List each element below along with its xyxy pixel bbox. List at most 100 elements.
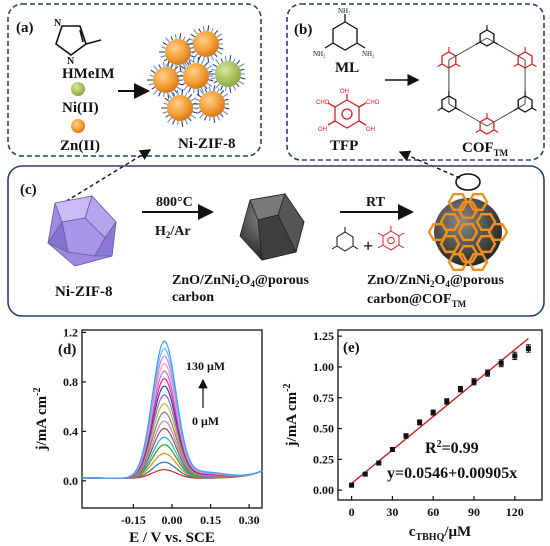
panel-e-chart: (e) R2=0.99 y=0.0546+0.00905x 0.00 0.25 0.… xyxy=(282,329,543,543)
cof-branch xyxy=(531,63,537,67)
panel-d-annotation-bottom: 0 μM xyxy=(192,414,219,428)
panel-e-xtick-label: 60 xyxy=(427,505,439,519)
linker-strand xyxy=(197,57,200,64)
linker-strand xyxy=(207,25,210,32)
panel-e-ylabel: j/mA cm-2 xyxy=(282,384,300,448)
hmeim-n-bottom: N xyxy=(67,56,75,67)
linker-strand xyxy=(204,115,208,121)
linker-strand xyxy=(179,70,184,73)
panel-c-label: (c) xyxy=(20,182,37,198)
linker-strand xyxy=(200,60,204,65)
panel-d-xtick-label: 0.30 xyxy=(239,513,260,527)
linker-strand xyxy=(188,94,193,99)
linker-strand xyxy=(188,87,192,93)
zn-sphere xyxy=(71,119,85,133)
ml-nh2-right: NH₂ xyxy=(362,50,375,58)
mid-label-line1: ZnO/ZnNi2O4@porous xyxy=(172,273,309,289)
panel-d-xtick-label: 0.00 xyxy=(162,513,183,527)
linker-strand xyxy=(193,88,195,93)
linker-strand xyxy=(180,65,186,70)
cof-bond xyxy=(486,103,526,127)
cof-shell-cell xyxy=(467,252,489,271)
linker-strand xyxy=(186,38,191,43)
data-point xyxy=(403,433,409,439)
ml-nh2-top: NH₂ xyxy=(338,7,351,15)
cof-node xyxy=(479,117,495,135)
tfp-oh-top: OH xyxy=(340,89,349,95)
panel-e-xlabel: cTBHQ/μM xyxy=(409,524,471,543)
linker-strand xyxy=(150,69,156,74)
linker-strand xyxy=(229,86,232,93)
linker-strand xyxy=(216,88,220,93)
ml-nh2-left: NH₂ xyxy=(313,50,326,58)
linker-strand xyxy=(238,63,245,68)
linker-strand xyxy=(188,60,192,65)
linker-strand xyxy=(158,91,162,97)
linker-strand xyxy=(160,55,166,58)
linker-strand xyxy=(191,50,196,54)
linker-strand xyxy=(208,79,214,82)
linker-strand xyxy=(193,29,198,35)
tfp-cho-left: CHO xyxy=(316,100,330,106)
plus-sign: + xyxy=(363,236,373,256)
hmeim-label: HMeIM xyxy=(62,66,114,82)
panel-e-xtick-label: 0 xyxy=(349,505,355,519)
tfp-oh-right: OH xyxy=(366,127,375,133)
linker-strand xyxy=(170,91,174,97)
panel-d-ytick-label: 0.8 xyxy=(63,375,78,389)
linker-strand xyxy=(176,90,179,96)
cof-branch xyxy=(437,63,443,67)
cof-bond xyxy=(486,37,526,61)
cof-shell-cell xyxy=(487,222,509,242)
panel-a-label: (a) xyxy=(16,20,34,36)
linker-strand xyxy=(172,92,176,97)
zn-node xyxy=(193,31,219,57)
linker-strand xyxy=(213,116,216,123)
rt-label: RT xyxy=(366,195,386,210)
small-tfp xyxy=(377,226,405,251)
linker-strand xyxy=(158,64,162,69)
panel-e-ytick-label: 0.25 xyxy=(313,452,334,466)
linker-strand xyxy=(238,80,245,85)
cof-branch xyxy=(513,63,519,67)
cof-branch xyxy=(455,63,461,67)
cof-shell-cell xyxy=(427,222,449,242)
zn-node xyxy=(153,67,179,93)
end-label-line1: ZnO/ZnNi2O4@porous xyxy=(367,273,504,289)
coated-particle xyxy=(427,192,509,271)
ml-structure xyxy=(324,14,366,51)
cof-branch xyxy=(455,107,461,111)
linker-strand xyxy=(163,102,168,105)
cv-curve xyxy=(82,340,263,479)
linker-strand xyxy=(170,63,174,69)
panel-e-xtick-label: 120 xyxy=(506,505,524,519)
panel-d-xlabel: E / V vs. SCE xyxy=(129,530,215,546)
linker-strand xyxy=(207,56,210,63)
linker-strand xyxy=(216,115,220,121)
panel-d-xtick-label: 0.15 xyxy=(200,513,221,527)
linker-strand xyxy=(199,89,204,95)
data-point xyxy=(389,446,395,452)
data-point xyxy=(512,353,518,359)
panel-e-ytick-label: 0.50 xyxy=(313,422,334,436)
linker-strand xyxy=(216,50,223,55)
linker-strand xyxy=(200,87,204,93)
ni-zif-8-cluster xyxy=(147,25,246,127)
linker-strand xyxy=(216,33,223,38)
panel-d-ytick-label: 0.4 xyxy=(63,424,78,438)
linker-strand xyxy=(184,119,188,125)
linker-strand xyxy=(190,33,196,38)
linker-strand xyxy=(174,34,177,40)
cof-shell-cell xyxy=(447,252,469,271)
cof-branch xyxy=(475,41,481,45)
cof-branch xyxy=(493,41,499,45)
linker-strand xyxy=(181,120,184,127)
linker-strand xyxy=(162,111,168,114)
linker-strand xyxy=(161,46,166,49)
linker-strand xyxy=(214,53,218,58)
cof-node xyxy=(441,95,457,113)
linker-strand xyxy=(172,119,176,125)
linker-strand xyxy=(162,41,168,46)
linker-strand xyxy=(184,92,188,97)
